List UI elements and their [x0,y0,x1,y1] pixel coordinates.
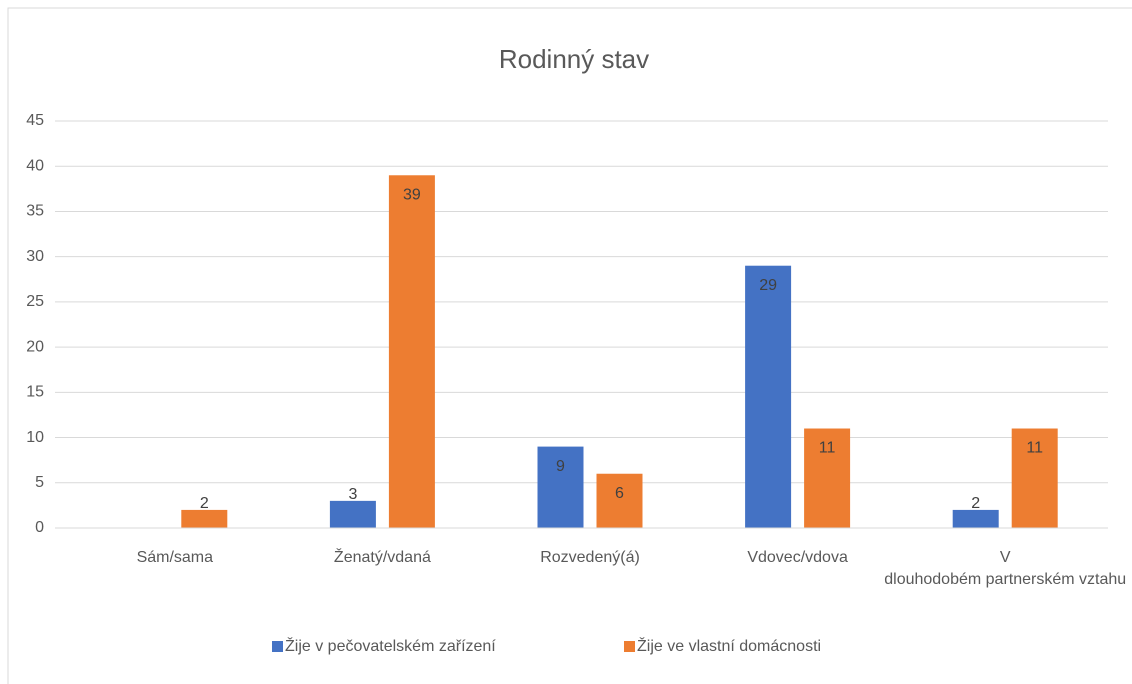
y-tick-label: 20 [26,338,44,355]
bar [1011,428,1058,528]
x-tick-label: Rozvedený(á) [540,549,640,566]
bar [181,509,228,528]
data-label: 11 [819,440,836,457]
y-tick-label: 5 [35,474,44,491]
data-label: 39 [403,186,421,203]
x-tick-label: Ženatý/vdaná [334,547,431,566]
data-label: 2 [971,495,980,512]
bar [745,265,792,528]
y-tick-label: 25 [26,293,44,310]
legend-swatch [272,641,283,652]
bar [596,473,643,528]
x-tick-label: Sám/sama [137,549,214,566]
data-label: 3 [348,486,357,503]
data-label: 11 [1026,440,1043,457]
y-tick-label: 40 [26,157,44,174]
y-tick-label: 10 [26,429,44,446]
y-tick-label: 30 [26,248,44,265]
y-tick-label: 45 [26,112,44,129]
legend-label: Žije v pečovatelském zařízení [285,636,496,655]
bar [952,509,999,528]
chart-title: Rodinný stav [499,44,649,74]
data-label: 2 [200,495,209,512]
bar [804,428,851,528]
data-label: 9 [556,458,565,475]
x-tick-label: Vdovec/vdova [747,549,848,566]
y-tick-label: 0 [35,519,44,536]
bar [388,175,435,528]
data-label: 29 [759,277,777,294]
data-label: 6 [615,485,624,502]
y-tick-label: 15 [26,384,44,401]
bar [537,446,584,528]
y-tick-label: 35 [26,203,44,220]
chart-border [7,7,1132,684]
legend-swatch [624,641,635,652]
legend-label: Žije ve vlastní domácnosti [637,636,821,655]
bar [329,500,376,528]
